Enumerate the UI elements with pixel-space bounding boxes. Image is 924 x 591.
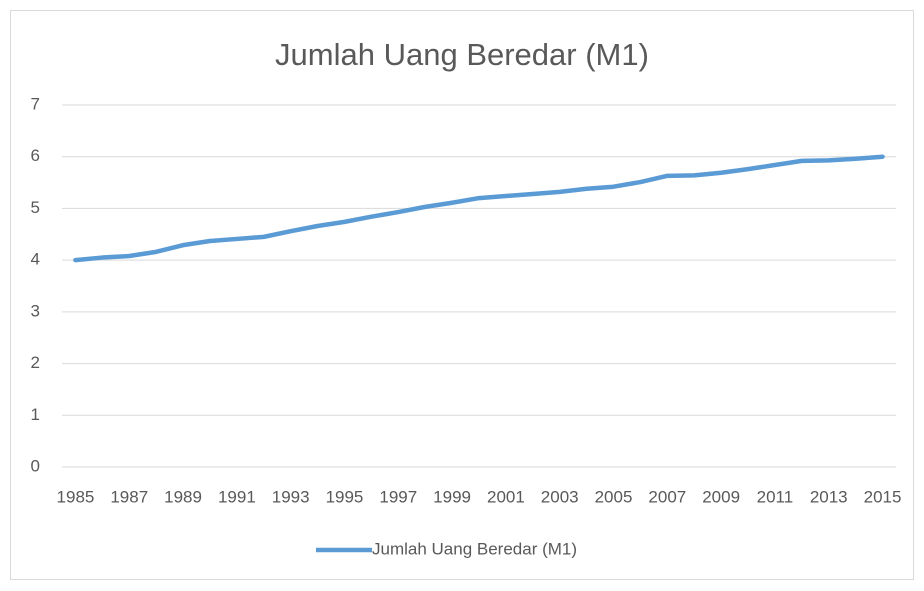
y-tick-label: 5 [31, 198, 40, 217]
x-tick-label: 2015 [864, 487, 902, 506]
x-tick-label: 1999 [433, 487, 471, 506]
y-tick-label: 6 [31, 146, 40, 165]
x-tick-label: 1995 [326, 487, 364, 506]
y-tick-label: 7 [31, 94, 40, 113]
x-tick-label: 2013 [810, 487, 848, 506]
x-tick-label: 2005 [595, 487, 633, 506]
x-tick-label: 2003 [541, 487, 579, 506]
y-tick-label: 2 [31, 353, 40, 372]
x-tick-label: 1991 [218, 487, 256, 506]
chart-title: Jumlah Uang Beredar (M1) [275, 37, 649, 72]
y-tick-label: 4 [31, 250, 40, 269]
x-tick-label: 2007 [648, 487, 686, 506]
x-tick-label: 1987 [110, 487, 148, 506]
y-tick-label: 0 [31, 456, 40, 475]
x-tick-label: 1985 [57, 487, 95, 506]
x-tick-label: 2009 [702, 487, 740, 506]
y-tick-label: 1 [31, 405, 40, 424]
y-tick-label: 3 [31, 301, 40, 320]
x-tick-label: 2011 [757, 487, 794, 506]
legend-label: Jumlah Uang Beredar (M1) [372, 539, 577, 558]
x-tick-label: 1989 [164, 487, 202, 506]
x-tick-label: 1993 [272, 487, 310, 506]
data-line [73, 154, 885, 263]
x-tick-label: 1997 [379, 487, 417, 506]
x-tick-label: 2001 [487, 487, 525, 506]
